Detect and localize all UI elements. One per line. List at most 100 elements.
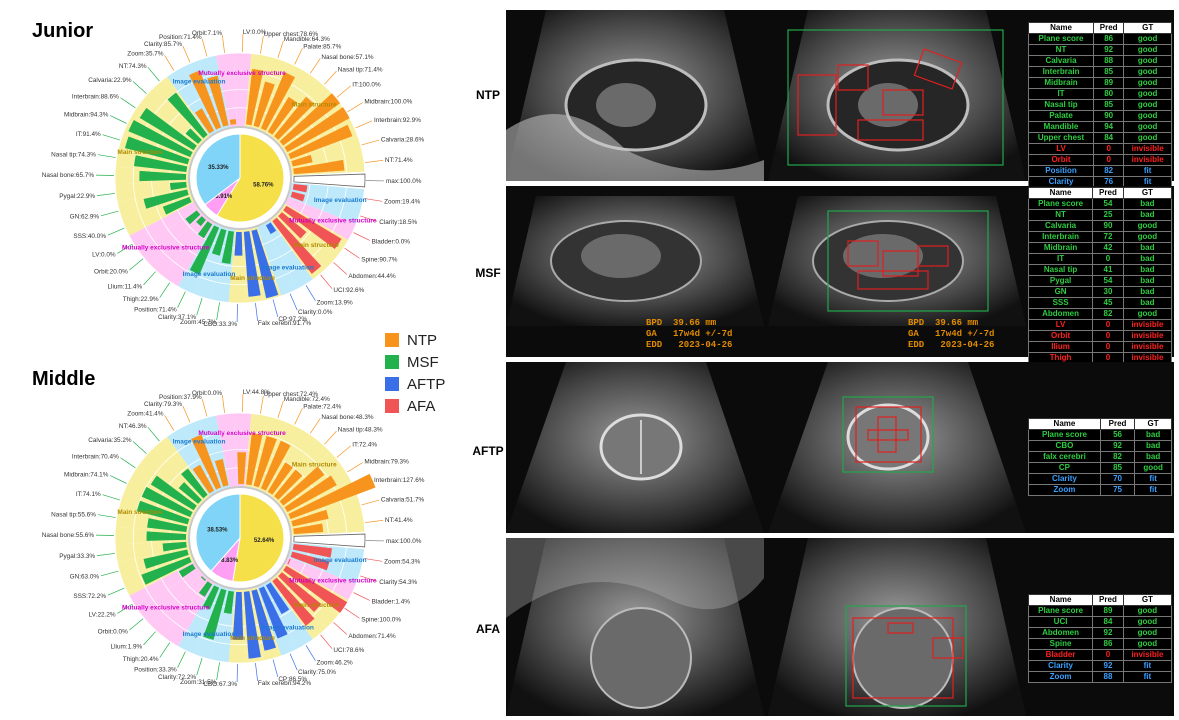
- bar-label: Nasal tip:71.4%: [338, 67, 383, 74]
- bar-label: Midbrain:94.3%: [64, 112, 109, 119]
- table-row: Zoom 88 fit: [1027, 671, 1173, 683]
- table-header-row: Name Pred GT: [1028, 418, 1172, 430]
- zone-label: Main structure: [230, 635, 275, 642]
- leader-line: [336, 445, 351, 458]
- bar: [260, 72, 296, 131]
- table-row: Nasal tip 85 good: [1027, 99, 1172, 111]
- leader-line: [333, 622, 348, 635]
- bar-label: CBO:33.3%: [203, 321, 237, 328]
- legend-item-afa: AFA: [385, 396, 445, 416]
- zone-band: [285, 197, 357, 241]
- table-cell-pred: 90: [1092, 220, 1124, 232]
- bar-label: UCI:78.6%: [333, 647, 364, 654]
- table-cell-pred: 92: [1099, 440, 1136, 452]
- table-row: Position 82 fit: [1027, 165, 1172, 177]
- table-cell-pred: 85: [1093, 66, 1125, 78]
- leader-line: [353, 232, 370, 241]
- table-row: Interbrain 72 good: [1027, 231, 1173, 243]
- leader-line: [360, 215, 378, 222]
- leader-line: [324, 70, 337, 85]
- table-cell-name: NT: [1027, 44, 1095, 56]
- table-cell-gt: good: [1122, 220, 1173, 232]
- leader-line: [353, 592, 370, 601]
- table-cell-pred: 84: [1093, 132, 1125, 144]
- bar-label: CP:86.5%: [278, 676, 307, 683]
- bar: [288, 124, 353, 160]
- leader-line: [294, 408, 303, 425]
- leader-line: [129, 258, 144, 271]
- zone-label: Image evaluation: [183, 631, 236, 638]
- leader-line: [110, 475, 127, 484]
- table-cell-name: CP: [1028, 462, 1101, 474]
- bar-label: Interbrain:88.6%: [72, 94, 119, 101]
- bar: [191, 434, 222, 490]
- leader-line: [159, 642, 171, 658]
- zone-band: [163, 578, 215, 647]
- table-cell-name: Abdomen: [1027, 308, 1094, 320]
- table-cell-gt: bad: [1134, 440, 1172, 452]
- table-cell-name: Midbrain: [1027, 77, 1095, 89]
- zone-label: Main structure: [292, 102, 337, 109]
- table-cell-pred: 42: [1092, 242, 1124, 254]
- bar-label: Falx cerebri:94.2%: [258, 680, 312, 687]
- bar: [200, 576, 206, 581]
- table-row: LV 0 invisible: [1027, 143, 1172, 155]
- bar-label: Position:71.4%: [134, 307, 177, 314]
- table-cell-gt: fit: [1122, 671, 1173, 683]
- leader-line: [201, 38, 208, 57]
- table-cell-name: Clarity: [1027, 660, 1094, 672]
- bar: [274, 96, 315, 140]
- bar: [279, 93, 341, 146]
- legend-label: MSF: [407, 353, 439, 371]
- table-cell-gt: good: [1123, 44, 1172, 56]
- table-cell-gt: invisible: [1123, 143, 1172, 155]
- table-cell-gt: good: [1123, 121, 1172, 133]
- table-cell-name: GN: [1027, 286, 1094, 298]
- table-row: Midbrain 42 bad: [1027, 242, 1173, 254]
- bar: [243, 231, 261, 297]
- table-row: Palate 90 good: [1027, 110, 1172, 122]
- table-cell-name: Plane score: [1027, 33, 1095, 45]
- pie-label: 5.91%: [215, 194, 233, 200]
- table-cell-name: Upper chest: [1027, 132, 1095, 144]
- table-cell-pred: 88: [1093, 55, 1125, 67]
- bar: [146, 531, 187, 541]
- table-row: Midbrain 89 good: [1027, 77, 1172, 89]
- leader-line: [182, 45, 191, 63]
- bar-label: Mandible:64.3%: [284, 36, 330, 43]
- table-cell-gt: bad: [1134, 451, 1172, 463]
- bar: [258, 586, 288, 639]
- table-cell-pred: 94: [1093, 121, 1125, 133]
- table-cell-name: Interbrain: [1027, 66, 1095, 78]
- table-row: Abdomen 82 good: [1027, 308, 1173, 320]
- column-header: Pred: [1092, 187, 1124, 199]
- bar-label: NT:71.4%: [385, 157, 413, 164]
- bar-label: NT:46.3%: [119, 423, 147, 430]
- bar: [196, 216, 206, 227]
- legend-item-msf: MSF: [385, 352, 445, 372]
- leader-line: [143, 271, 156, 286]
- pie-label: 52.64%: [254, 538, 275, 544]
- bar: [260, 440, 291, 491]
- table-cell-gt: invisible: [1122, 330, 1173, 342]
- table-cell-name: Bladder: [1027, 649, 1094, 661]
- table-cell-gt: bad: [1122, 253, 1173, 265]
- bar-label: Falx cerebri:91.7%: [258, 320, 312, 327]
- bar: [251, 229, 279, 299]
- table-cell-pred: 88: [1092, 671, 1124, 683]
- column-header: Pred: [1092, 594, 1124, 606]
- table-cell-pred: 84: [1092, 616, 1124, 628]
- pie-label: 35.33%: [208, 165, 229, 171]
- table-row: UCI 84 good: [1027, 616, 1173, 628]
- table-cell-gt: good: [1122, 616, 1173, 628]
- table-row: Abdomen 92 good: [1027, 627, 1173, 639]
- bar: [267, 462, 293, 495]
- pie-label: 8.83%: [221, 558, 239, 564]
- bar: [162, 541, 187, 552]
- table-cell-gt: fit: [1134, 484, 1172, 496]
- bar-label: Spine:100.0%: [361, 616, 401, 623]
- table-cell-gt: good: [1122, 605, 1173, 617]
- bar-label: Orbit:7.1%: [192, 30, 223, 37]
- bar: [246, 433, 263, 486]
- bar: [139, 107, 197, 151]
